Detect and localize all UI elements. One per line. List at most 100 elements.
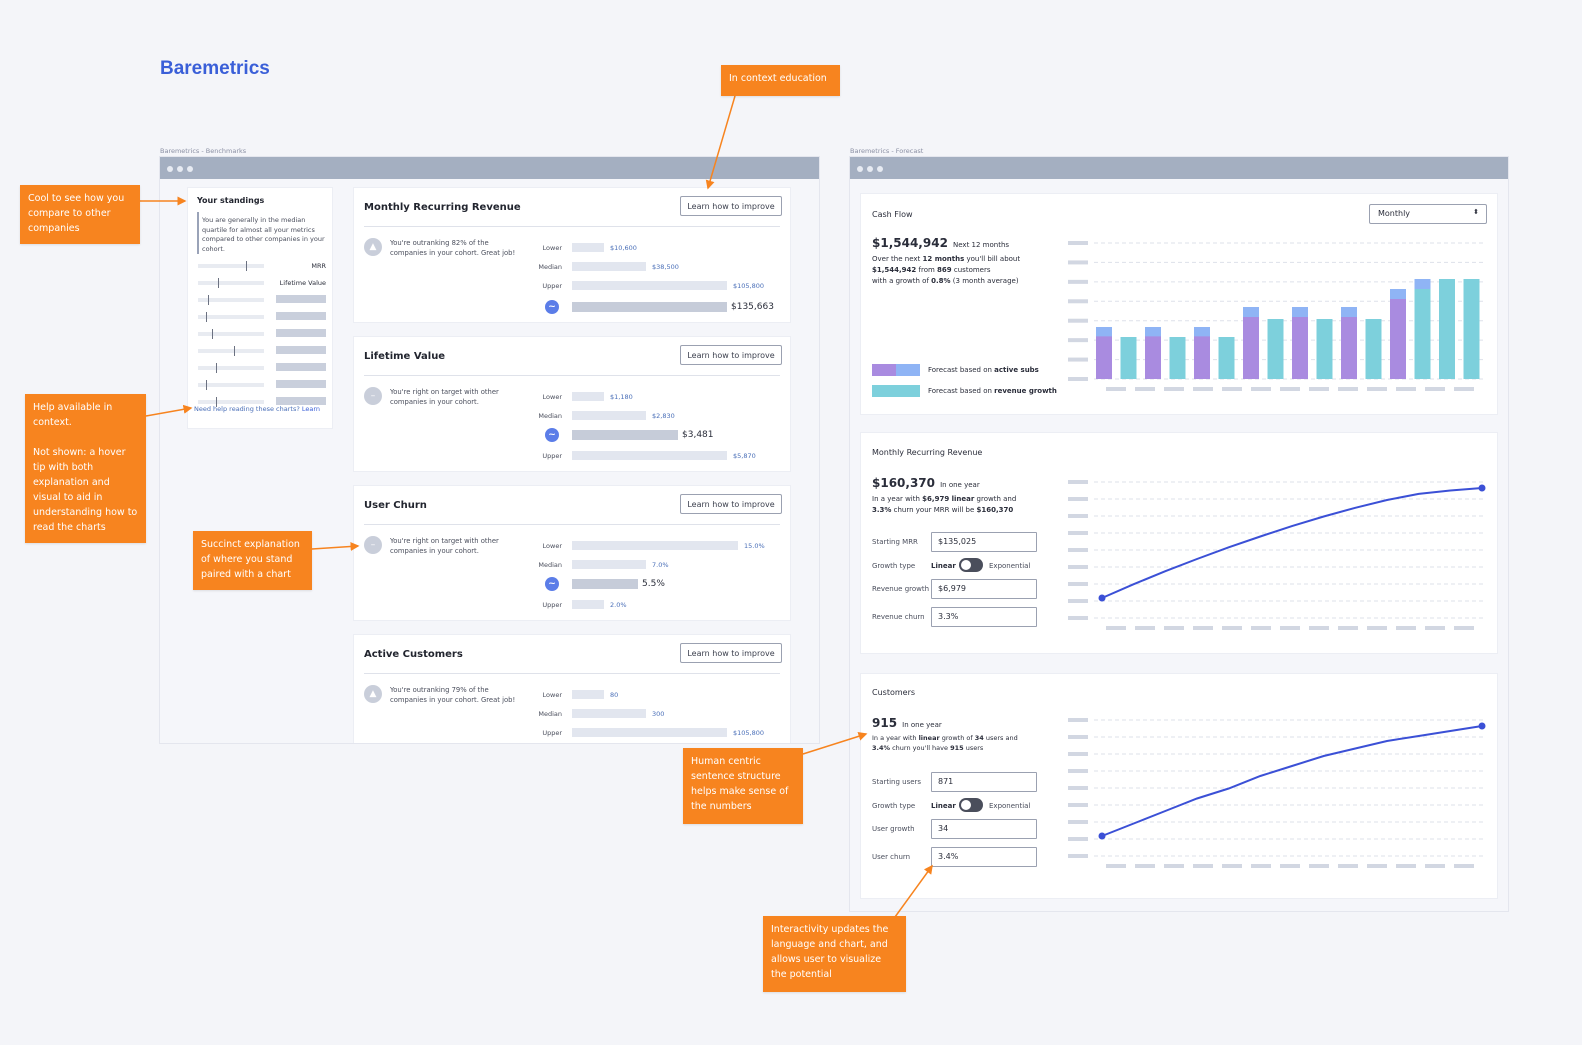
starting-mrr-input[interactable]: $135,025 xyxy=(931,532,1037,552)
benchmark-value: 2.0% xyxy=(610,601,627,609)
start-point[interactable] xyxy=(1098,594,1106,602)
bar-active-subs xyxy=(1243,307,1259,379)
y-tick-label xyxy=(1068,803,1088,807)
benchmark-row-label: Upper xyxy=(542,452,562,460)
bar-revenue-growth xyxy=(1316,319,1333,379)
customers-forecast-title: Customers xyxy=(872,688,916,697)
mrr-sentence: In a year with $6,979 linear growth and … xyxy=(872,494,1072,516)
y-tick-label xyxy=(1068,769,1088,773)
arrow-help xyxy=(145,404,193,417)
y-tick-label xyxy=(1068,480,1088,484)
user-growth-input[interactable]: 34 xyxy=(931,819,1037,839)
help-link-row: Need help reading these charts? Learn xyxy=(194,405,320,413)
benchmark-value: $105,800 xyxy=(733,729,765,737)
legend-text: active subs xyxy=(994,366,1039,374)
bar-active-subs-top xyxy=(1292,307,1308,317)
growth-type-toggle[interactable] xyxy=(959,558,983,572)
benchmark-value: $105,800 xyxy=(733,282,765,290)
starting-users-input[interactable]: 871 xyxy=(931,772,1037,792)
revenue-churn-input[interactable]: 3.3% xyxy=(931,607,1037,627)
x-tick-label xyxy=(1222,626,1242,630)
exponential-option[interactable]: Exponential xyxy=(989,802,1031,810)
revenue-growth-label: Revenue growth xyxy=(872,585,930,593)
end-point[interactable] xyxy=(1478,484,1486,492)
forecast-line xyxy=(1101,725,1483,837)
window-dot[interactable] xyxy=(187,166,193,172)
sentence-part: growth of xyxy=(939,734,975,742)
mini-track xyxy=(198,366,264,370)
benchmark-message: You're right on target with other compan… xyxy=(390,537,499,555)
x-tick-label xyxy=(1396,387,1416,391)
benchmark-value: 80 xyxy=(610,691,619,699)
sentence-part: $160,370 xyxy=(976,506,1014,514)
legend-swatch-growth xyxy=(872,385,920,397)
linear-option[interactable]: Linear xyxy=(931,802,956,810)
baremetrics-you-icon: ~ xyxy=(545,577,559,591)
learn-how-to-improve-button[interactable]: Learn how to improve xyxy=(680,345,782,365)
sentence-part: 12 months xyxy=(922,255,965,263)
sentence-part: In a year with xyxy=(872,495,923,503)
mini-track xyxy=(198,281,264,285)
start-point[interactable] xyxy=(1098,832,1106,840)
y-tick-label xyxy=(1068,338,1088,343)
learn-link[interactable]: Learn xyxy=(301,405,321,413)
benchmark-row-label: Median xyxy=(538,710,562,718)
growth-type-toggle[interactable] xyxy=(959,798,983,812)
legend-swatch-subs xyxy=(872,364,920,376)
mini-track xyxy=(198,400,264,404)
y-tick-label xyxy=(1068,582,1088,586)
sentence-part: $6,979 linear xyxy=(922,495,975,503)
benchmark-bar-you xyxy=(572,302,727,312)
learn-how-to-improve-button[interactable]: Learn how to improve xyxy=(680,643,782,663)
learn-how-to-improve-button[interactable]: Learn how to improve xyxy=(680,196,782,216)
window-dot[interactable] xyxy=(857,166,863,172)
user-churn-input[interactable]: 3.4% xyxy=(931,847,1037,867)
window-label-forecast: Baremetrics - Forecast xyxy=(850,147,924,155)
y-tick-label xyxy=(1068,718,1088,722)
benchmark-value: 7.0% xyxy=(652,561,669,569)
bar-active-subs xyxy=(1194,327,1210,379)
y-tick-label xyxy=(1068,786,1088,790)
benchmark-bar xyxy=(572,600,604,609)
mini-track xyxy=(198,349,264,353)
cashflow-sentence: Over the next 12 months you'll bill abou… xyxy=(872,254,1072,287)
window-dot[interactable] xyxy=(867,166,873,172)
annotation-succinct: Succinct explanation of where you stand … xyxy=(193,531,312,590)
cashflow-headline: $1,544,942 Next 12 months xyxy=(872,232,1009,251)
benchmark-value-you: 5.5% xyxy=(642,579,665,589)
mini-track xyxy=(198,264,264,268)
baremetrics-you-icon: ~ xyxy=(545,428,559,442)
end-point[interactable] xyxy=(1478,722,1486,730)
revenue-growth-input[interactable]: $6,979 xyxy=(931,579,1037,599)
legend-text: revenue growth xyxy=(994,387,1057,395)
benchmark-value: $38,500 xyxy=(652,263,679,271)
x-tick-label xyxy=(1367,626,1387,630)
sentence-part: churn your MRR will be xyxy=(891,506,977,514)
customers-sentence: In a year with linear growth of 34 users… xyxy=(872,734,1072,753)
bar-active-subs xyxy=(1145,327,1161,379)
sentence-part: 0.8% xyxy=(931,277,951,285)
mini-marker xyxy=(216,363,217,373)
y-tick-label xyxy=(1068,565,1088,569)
sentence-part: $1,544,942 xyxy=(872,266,917,274)
linear-option[interactable]: Linear xyxy=(931,562,956,570)
thumbs-up-icon: ▲ xyxy=(364,685,382,703)
benchmark-row-label: Lower xyxy=(542,542,562,550)
benchmark-value: $2,830 xyxy=(652,412,675,420)
learn-how-to-improve-button[interactable]: Learn how to improve xyxy=(680,494,782,514)
sentence-part: 3.4% xyxy=(872,743,891,752)
window-dot[interactable] xyxy=(877,166,883,172)
benchmark-bar xyxy=(572,690,604,699)
exponential-option[interactable]: Exponential xyxy=(989,562,1031,570)
period-select[interactable]: Monthly ⬍ xyxy=(1369,204,1487,224)
x-tick-label xyxy=(1454,864,1474,868)
sentence-part: linear xyxy=(918,734,940,742)
window-dot[interactable] xyxy=(177,166,183,172)
y-tick-label xyxy=(1068,820,1088,824)
annotation-compare: Cool to see how you compare to other com… xyxy=(20,185,140,244)
standings-title: Your standings xyxy=(197,196,265,205)
window-dot[interactable] xyxy=(167,166,173,172)
y-tick-label xyxy=(1068,241,1088,245)
x-tick-label xyxy=(1425,626,1445,630)
